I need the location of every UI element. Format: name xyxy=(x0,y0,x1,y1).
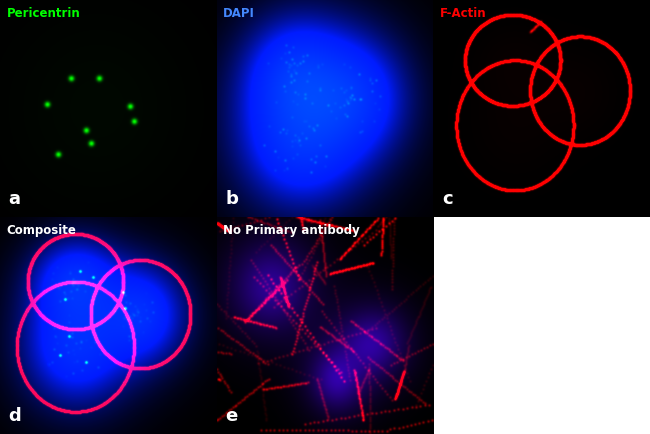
Text: F-Actin: F-Actin xyxy=(440,7,486,20)
Text: DAPI: DAPI xyxy=(223,7,255,20)
Text: d: d xyxy=(8,408,21,425)
Text: a: a xyxy=(8,191,21,208)
Text: b: b xyxy=(226,191,238,208)
Text: Composite: Composite xyxy=(6,224,77,237)
Text: Pericentrin: Pericentrin xyxy=(6,7,80,20)
Text: e: e xyxy=(226,408,238,425)
Text: No Primary antibody: No Primary antibody xyxy=(223,224,360,237)
Text: c: c xyxy=(442,191,452,208)
